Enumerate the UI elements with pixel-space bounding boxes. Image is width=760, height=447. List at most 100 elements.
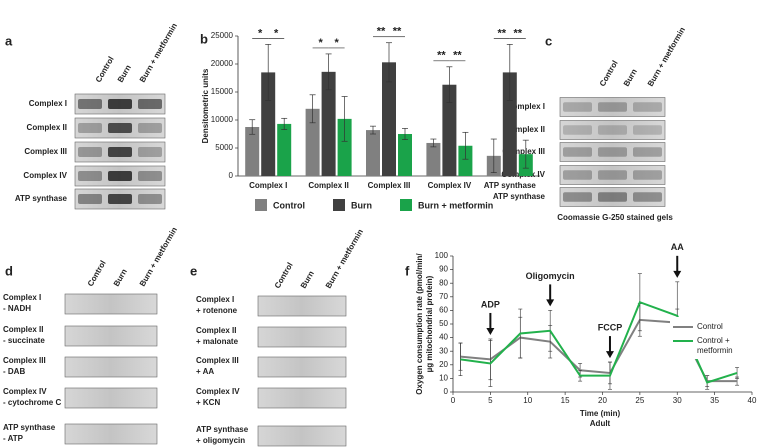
arrow-head [605,351,614,359]
column-header: Burn + metformin [138,226,179,289]
gel-band [108,99,132,109]
gel-strip [257,356,347,378]
row-label: + rotenone [196,306,238,315]
arrow-head [486,327,495,335]
column-header: Burn [299,269,316,290]
row-label: + KCN [196,398,220,407]
row-label: - DAB [3,367,25,376]
gel-strip [257,425,347,447]
panel-label: a [5,33,13,48]
gel-band [108,147,132,157]
significance-mark: ** [437,50,446,62]
gel-band [633,102,662,112]
y-tick-label: 10000 [211,115,234,124]
y-tick-label: 80 [439,278,448,287]
panel-label: c [545,33,552,48]
x-tick-label: Complex II [308,181,348,190]
row-label: - NADH [3,304,31,313]
bar [337,118,352,176]
bar [502,72,517,176]
gel-band [108,123,132,133]
row-label: Complex I [3,293,41,302]
bar [366,130,380,176]
gel-band [563,102,592,112]
column-header: Burn + metformin [646,26,687,89]
column-header: Burn [112,267,129,288]
legend-swatch [333,199,345,211]
row-label: Complex III [502,147,545,156]
x-tick-label: 15 [561,396,570,405]
legend-swatch [400,199,412,211]
gel-band [633,192,662,202]
x-axis-label: Adult [590,419,611,428]
y-axis-label: Oxygen consumption rate (pmol/min/ [415,253,424,395]
row-label: Complex I [507,102,545,111]
caption: Coomassie G-250 stained gels [557,213,673,222]
bar [458,145,473,176]
row-label: Complex I [196,295,234,304]
bar [426,142,441,176]
row-label: Complex I [29,99,67,108]
significance-mark: ** [377,26,386,38]
significance-mark: ** [393,26,402,38]
x-tick-label: 20 [598,396,607,405]
row-label: ATP synthase [3,423,56,432]
legend-label: Burn + metformin [418,200,493,210]
x-tick-label: 40 [748,396,757,405]
gel-band [108,194,132,204]
gel-band [138,194,162,204]
gel-strip [559,187,666,207]
bar [382,62,396,176]
annotation: ADP [481,299,500,309]
gel-band [633,125,662,135]
legend-swatch [255,199,267,211]
bar [398,134,412,176]
legend-label: Control [273,200,305,210]
significance-mark: * [318,37,323,49]
y-tick-label: 90 [439,265,448,274]
significance-mark: * [274,27,279,39]
annotation: Oligomycin [526,271,575,281]
legend-label: Control [697,322,723,331]
gel-band [598,170,627,180]
gel-strip [257,326,347,348]
y-tick-label: 70 [439,292,448,301]
gel-band [108,171,132,181]
row-label: Complex II [27,123,67,132]
x-tick-label: 10 [523,396,532,405]
column-header: Burn [622,67,639,88]
gel-band [598,102,627,112]
bar [442,84,457,176]
significance-mark: ** [498,27,507,39]
gel-band [563,147,592,157]
row-label: + oligomycin [196,436,245,445]
column-header: Burn [116,63,133,84]
y-tick-label: 20000 [211,59,234,68]
row-label: + malonate [196,337,239,346]
row-label: Complex III [24,147,67,156]
bar [321,71,336,176]
gel-strip [257,295,347,317]
arrow-head [546,299,555,307]
gel-band [563,170,592,180]
gel-band [598,125,627,135]
legend-label: Control + metformin [697,336,733,355]
gel-band [138,99,162,109]
gel-band [138,123,162,133]
column-header: Burn + metformin [138,22,179,85]
row-label: Complex III [196,356,239,365]
panel-label: d [5,263,13,278]
significance-mark: * [334,37,339,49]
x-tick-label: 0 [451,396,456,405]
row-label: Complex III [3,356,46,365]
gel-band [633,170,662,180]
x-tick-label: Complex III [368,181,411,190]
x-tick-label: 30 [673,396,682,405]
column-header: Control [273,261,295,290]
gel-band [138,171,162,181]
column-header: Control [94,55,116,84]
significance-mark: ** [453,50,462,62]
gel-band [633,147,662,157]
row-label: Complex II [196,326,236,335]
